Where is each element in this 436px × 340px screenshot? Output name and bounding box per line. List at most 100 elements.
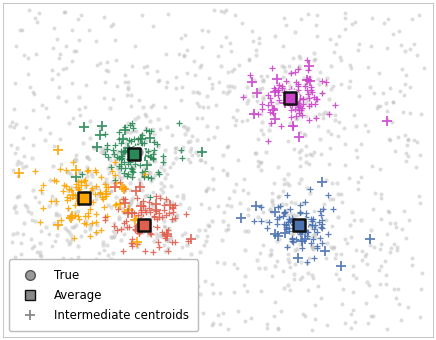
Point (215, 79, 222, 85)
Point (285, 182, 292, 188)
Point (72, 303, 79, 309)
Point (42, 224, 49, 230)
Point (182, 132, 189, 137)
Point (403, 142, 410, 148)
Point (305, 161, 312, 166)
Point (350, 217, 357, 222)
Point (12, 121, 19, 126)
Point (102, 146, 109, 151)
Point (293, 116, 300, 121)
Point (84, 167, 91, 173)
Point (297, 276, 304, 281)
Point (296, 53, 303, 58)
Point (52, 295, 59, 301)
Point (224, 83, 231, 89)
Point (50, 163, 57, 169)
Point (160, 214, 167, 220)
Point (350, 289, 357, 295)
Point (54, 147, 61, 152)
Point (224, 326, 231, 332)
Point (173, 85, 180, 90)
Point (100, 148, 107, 153)
Point (85, 191, 92, 196)
Point (294, 101, 301, 106)
Point (122, 197, 129, 202)
Point (65, 241, 72, 246)
Point (243, 84, 250, 89)
Point (384, 327, 391, 332)
Point (293, 91, 300, 97)
Point (259, 96, 266, 101)
Point (295, 102, 302, 107)
Point (362, 300, 369, 306)
Point (82, 221, 89, 226)
Point (254, 215, 261, 220)
Point (68, 216, 75, 221)
Point (231, 289, 238, 295)
Point (315, 76, 322, 82)
Point (49, 193, 56, 199)
Point (26, 7, 33, 13)
Point (289, 235, 296, 240)
Point (413, 139, 420, 145)
Point (125, 162, 132, 167)
Point (166, 203, 173, 208)
Point (147, 268, 154, 273)
Point (257, 73, 264, 79)
Point (221, 9, 228, 15)
Point (69, 58, 76, 64)
Point (115, 155, 122, 161)
Point (305, 229, 312, 234)
Point (70, 159, 77, 165)
Point (163, 51, 170, 57)
Point (102, 185, 109, 190)
Point (83, 154, 90, 160)
Point (113, 83, 120, 88)
Point (323, 217, 330, 222)
Point (198, 157, 205, 163)
Point (93, 231, 100, 236)
Point (281, 87, 288, 92)
Point (145, 218, 152, 224)
Point (249, 38, 256, 44)
Point (304, 233, 311, 239)
Point (290, 123, 296, 129)
Point (143, 113, 150, 118)
Point (22, 202, 29, 207)
Point (108, 278, 115, 284)
Point (196, 90, 203, 96)
Point (211, 7, 218, 12)
Point (417, 314, 424, 320)
Point (77, 183, 84, 188)
Point (121, 80, 128, 85)
Point (281, 209, 288, 215)
Point (140, 222, 147, 227)
Point (168, 204, 175, 210)
Point (135, 149, 142, 154)
Point (276, 83, 283, 88)
Point (37, 253, 44, 258)
Point (30, 188, 37, 193)
Point (353, 275, 360, 280)
Point (104, 142, 111, 148)
Point (59, 305, 66, 310)
Point (337, 54, 344, 60)
Point (311, 226, 318, 232)
Point (85, 156, 92, 162)
Point (400, 109, 407, 115)
Point (95, 250, 102, 256)
Point (348, 311, 355, 317)
Point (88, 220, 95, 225)
Point (310, 246, 317, 252)
Point (274, 239, 281, 244)
Point (268, 199, 275, 204)
Point (278, 123, 285, 129)
Point (259, 209, 266, 215)
Point (258, 128, 265, 133)
Point (129, 122, 136, 127)
Point (31, 169, 38, 174)
Point (377, 103, 384, 108)
Point (309, 243, 316, 249)
Point (296, 241, 303, 246)
Point (209, 281, 216, 287)
